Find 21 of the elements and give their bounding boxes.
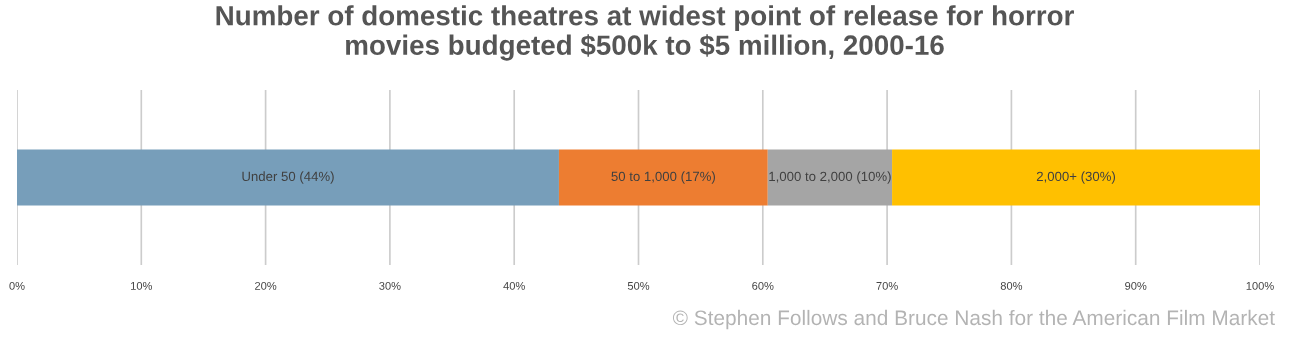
x-tick-label: 10%: [131, 281, 153, 290]
series-label: 1,000 to 2,000 (10%): [769, 171, 891, 184]
x-tick-label: 40%: [503, 281, 525, 290]
x-tick-label: 90%: [1125, 281, 1147, 290]
bar: [558, 149, 768, 206]
bar: [767, 149, 893, 206]
x-tick-label: 50%: [627, 281, 650, 290]
x-tick-label: 20%: [255, 281, 277, 290]
x-tick-label: 70%: [876, 281, 898, 290]
series-label: Under 50 (44%): [242, 171, 334, 184]
chart-title: Number of domestic theatres at widest point of release for horror movies budgeted $500k to $5 million, 2000-16: [216, 5, 1074, 61]
series-label: 50 to 1,000 (17%): [611, 171, 715, 184]
text: © Stephen Follows and Bruce Nash for the American Film Market: [672, 309, 1275, 330]
series-label: 2,000+ (30%): [1036, 171, 1116, 184]
x-tick-label: 30%: [379, 281, 401, 290]
x-tick-label: 60%: [752, 281, 774, 290]
bar: [892, 149, 1260, 206]
x-tick-label: 0%: [9, 281, 25, 290]
x-tick-label: 80%: [1000, 281, 1023, 290]
x-tick-label: 100%: [1246, 281, 1274, 290]
bar: [17, 149, 559, 206]
